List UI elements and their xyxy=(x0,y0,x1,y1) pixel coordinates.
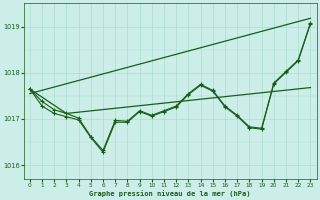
X-axis label: Graphe pression niveau de la mer (hPa): Graphe pression niveau de la mer (hPa) xyxy=(89,190,251,197)
